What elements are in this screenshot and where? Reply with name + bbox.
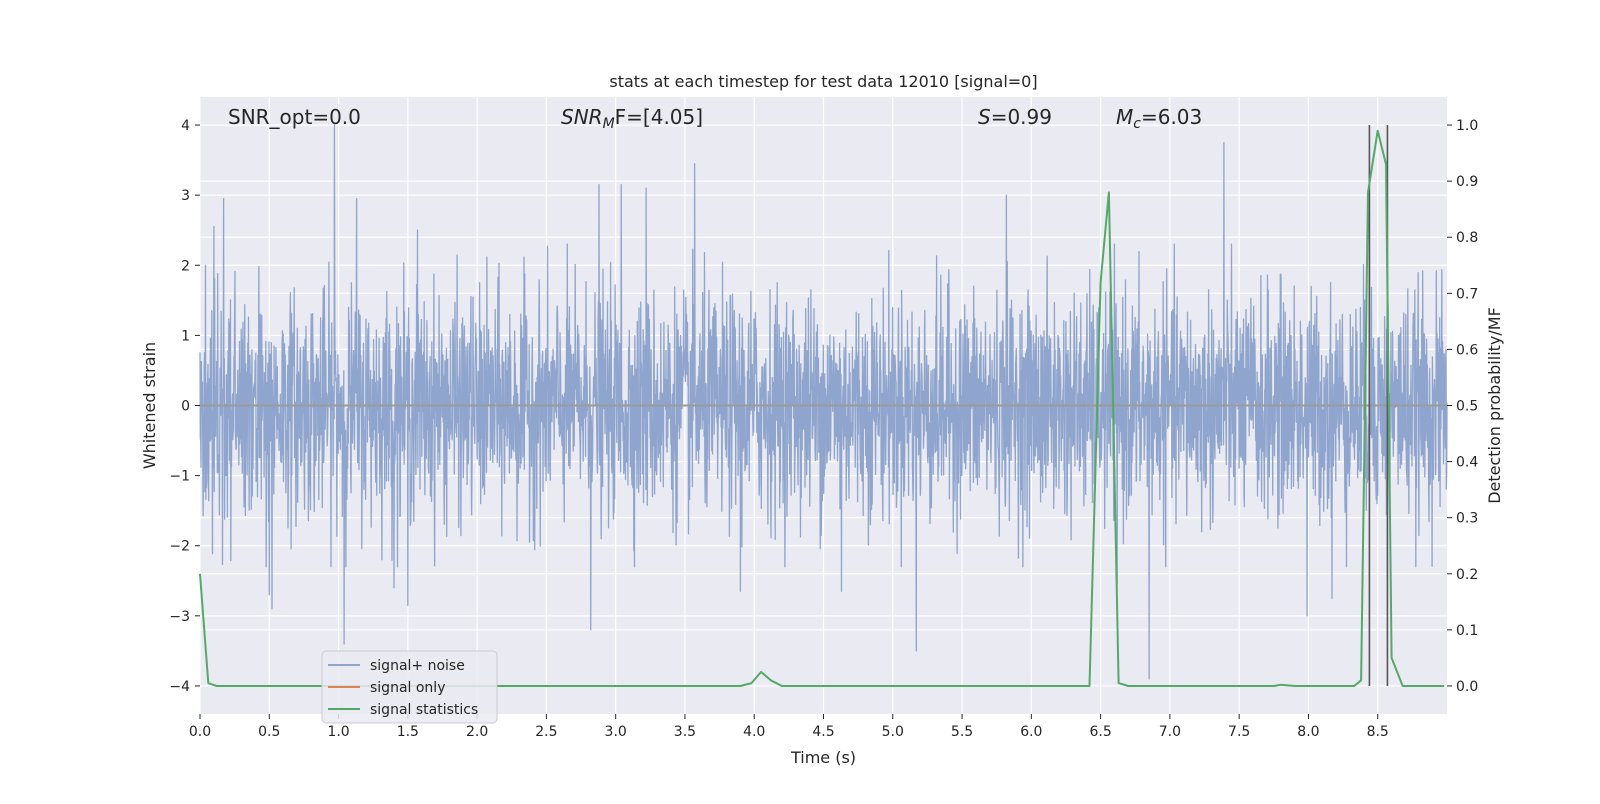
x-tick-label: 2.5 <box>535 724 557 740</box>
y-axis-label: Whitened strain <box>140 342 159 469</box>
x-tick-label: 3.0 <box>605 724 627 740</box>
chart-title: stats at each timestep for test data 120… <box>609 72 1037 91</box>
x-tick-label: 7.0 <box>1159 724 1181 740</box>
x-tick-label: 0.0 <box>189 724 211 740</box>
legend-items: signal+ noise signal only signal statistic… <box>328 658 478 718</box>
y-tick-label: 0 <box>181 399 190 415</box>
annotation-mc-sub: c <box>1133 116 1141 132</box>
statistics-series <box>199 129 1445 687</box>
statistics-line <box>199 129 1445 687</box>
x-tick-label: 3.5 <box>674 724 696 740</box>
axes: 0.0 0.5 1.0 1.5 2.0 2.5 3.0 3.5 4.0 4.5 5.0 5.5 6.0 6… <box>169 118 1478 740</box>
y-tick-label: −3 <box>169 609 190 625</box>
y2-tick-label: 0.7 <box>1456 286 1478 302</box>
x-tick-label: 4.0 <box>743 724 765 740</box>
y2-tick-label: 0.9 <box>1456 174 1478 190</box>
y-tick-label: −2 <box>169 539 190 555</box>
y-tick-label: 4 <box>181 118 190 134</box>
noise-series <box>199 124 1448 680</box>
x-tick-label: 6.0 <box>1020 724 1042 740</box>
x-tick-label: 6.5 <box>1089 724 1111 740</box>
y2-tick-label: 0.8 <box>1456 230 1478 246</box>
y-tick-label: 1 <box>181 328 190 344</box>
legend-label: signal only <box>370 680 445 696</box>
y2-tick-label: 1.0 <box>1456 118 1478 134</box>
y-tick-label: −4 <box>169 679 190 695</box>
annotation-mc-value: =6.03 <box>1141 105 1202 129</box>
legend-box <box>321 650 498 724</box>
y2-tick-label: 0.4 <box>1456 455 1478 471</box>
x-axis-label: Time (s) <box>790 748 856 767</box>
annotation-s-value: =0.99 <box>991 105 1052 129</box>
annotation-snr-opt: SNR_opt=0.0 <box>228 105 361 129</box>
annotation-snr-mf-base: SNR <box>561 105 603 129</box>
x-tick-label: 1.5 <box>397 724 419 740</box>
annotation-s-symbol: S <box>978 105 991 129</box>
x-tick-label: 0.5 <box>258 724 280 740</box>
y2-axis-label: Detection probability/MF <box>1485 307 1504 504</box>
x-tick-label: 4.5 <box>812 724 834 740</box>
x-tick-label: 2.0 <box>466 724 488 740</box>
y2-tick-label: 0.5 <box>1456 399 1478 415</box>
legend-label: signal statistics <box>370 702 478 718</box>
x-tick-label: 1.0 <box>327 724 349 740</box>
legend: signal+ noise signal only signal statistic… <box>321 650 498 724</box>
y2-tick-label: 0.0 <box>1456 679 1478 695</box>
y2-tick-label: 0.6 <box>1456 342 1478 358</box>
y2-tick-label: 0.1 <box>1456 623 1478 639</box>
x-tick-label: 8.0 <box>1297 724 1319 740</box>
x-tick-label: 8.5 <box>1367 724 1389 740</box>
y2-tick-label: 0.3 <box>1456 511 1478 527</box>
noise-line <box>199 124 1448 680</box>
y2-tick-label: 0.2 <box>1456 567 1478 583</box>
annotation-mc: Mc=6.03 <box>1116 105 1202 132</box>
x-tick-label: 5.0 <box>882 724 904 740</box>
y-tick-label: 2 <box>181 258 190 274</box>
annotation-snr-mf-rest: F=[4.05] <box>615 105 703 129</box>
y-tick-label: −1 <box>169 469 190 485</box>
annotation-snr-mf-sub: M <box>603 116 615 132</box>
annotation-mc-base: M <box>1116 105 1133 129</box>
y-tick-label: 3 <box>181 188 190 204</box>
x-tick-label: 5.5 <box>951 724 973 740</box>
x-tick-label: 7.5 <box>1228 724 1250 740</box>
annotation-snr-mf: SNRMF=[4.05] <box>561 105 703 132</box>
legend-label: signal+ noise <box>370 658 465 674</box>
annotation-s: S=0.99 <box>978 105 1052 129</box>
